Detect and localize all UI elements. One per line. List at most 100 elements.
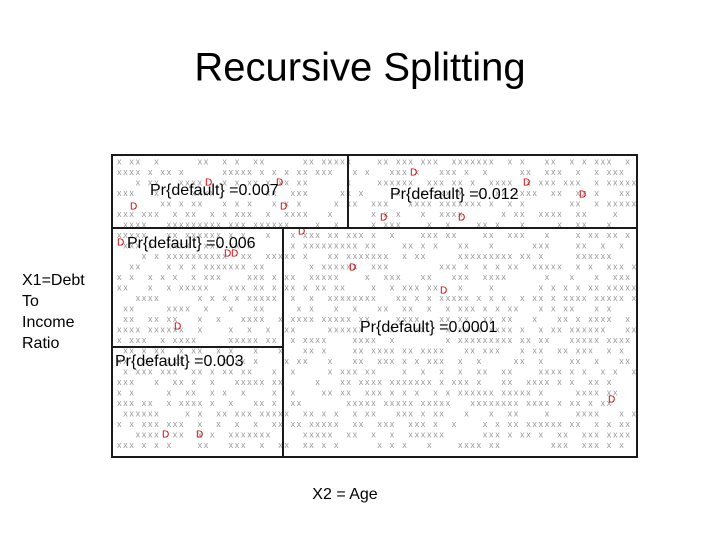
marker-x: x: [191, 345, 196, 355]
marker-x: x: [334, 293, 339, 303]
marker-x: x: [551, 303, 556, 313]
marker-x: x: [154, 429, 159, 439]
marker-x: x: [154, 156, 159, 166]
marker-x: x: [427, 429, 432, 439]
marker-x: x: [576, 282, 581, 292]
marker-x: x: [222, 156, 227, 166]
marker-x: x: [167, 398, 172, 408]
marker-x: x: [508, 324, 513, 334]
marker-x: x: [601, 324, 606, 334]
marker-x: x: [489, 408, 494, 418]
marker-x: x: [384, 303, 389, 313]
marker-x: x: [495, 188, 500, 198]
marker-x: x: [408, 198, 413, 208]
marker-x: x: [539, 419, 544, 429]
marker-x: x: [470, 440, 475, 450]
marker-x: x: [495, 429, 500, 439]
marker-x: x: [142, 429, 147, 439]
marker-x: x: [371, 209, 376, 219]
marker-x: x: [148, 324, 153, 334]
marker-x: x: [607, 398, 612, 408]
marker-x: x: [402, 387, 407, 397]
marker-x: x: [501, 335, 506, 345]
marker-x: x: [570, 303, 575, 313]
marker-x: x: [179, 261, 184, 271]
marker-x: x: [371, 345, 376, 355]
marker-x: x: [495, 345, 500, 355]
marker-x: x: [557, 398, 562, 408]
marker-x: x: [229, 345, 234, 355]
marker-x: x: [421, 408, 426, 418]
marker-x: x: [477, 156, 482, 166]
marker-x: x: [427, 303, 432, 313]
marker-x: x: [284, 356, 289, 366]
marker-x: x: [129, 324, 134, 334]
marker-x: x: [384, 177, 389, 187]
marker-x: x: [167, 324, 172, 334]
marker-x: x: [588, 261, 593, 271]
marker-x: x: [198, 366, 203, 376]
marker-x: x: [253, 156, 258, 166]
marker-x: x: [154, 440, 159, 450]
marker-x: x: [588, 335, 593, 345]
marker-x: x: [204, 219, 209, 229]
marker-x: x: [247, 324, 252, 334]
marker-x: x: [204, 440, 209, 450]
marker-x: x: [402, 377, 407, 387]
marker-x: x: [334, 198, 339, 208]
marker-x: x: [408, 398, 413, 408]
marker-x: x: [229, 230, 234, 240]
marker-x: x: [179, 356, 184, 366]
marker-x: x: [173, 324, 178, 334]
marker-x: x: [427, 356, 432, 366]
marker-x: x: [557, 314, 562, 324]
marker-x: x: [198, 293, 203, 303]
marker-x: x: [371, 377, 376, 387]
marker-x: x: [365, 167, 370, 177]
marker-x: x: [489, 387, 494, 397]
marker-x: x: [607, 261, 612, 271]
marker-x: x: [328, 324, 333, 334]
marker-x: x: [142, 230, 147, 240]
marker-x: x: [148, 366, 153, 376]
marker-x: x: [353, 345, 358, 355]
marker-x: x: [408, 377, 413, 387]
marker-x: x: [377, 303, 382, 313]
marker-x: x: [607, 293, 612, 303]
marker-x: x: [266, 188, 271, 198]
marker-x: x: [601, 398, 606, 408]
marker-x: x: [625, 429, 630, 439]
marker-x: x: [303, 314, 308, 324]
marker-x: x: [322, 314, 327, 324]
marker-x: x: [154, 209, 159, 219]
marker-x: x: [179, 167, 184, 177]
marker-x: x: [129, 398, 134, 408]
marker-x: x: [198, 324, 203, 334]
marker-x: x: [353, 356, 358, 366]
marker-x: x: [446, 219, 451, 229]
marker-x: x: [154, 408, 159, 418]
marker-default: D: [276, 178, 283, 189]
marker-x: x: [415, 429, 420, 439]
marker-x: x: [117, 272, 122, 282]
marker-x: x: [334, 156, 339, 166]
marker-x: x: [483, 345, 488, 355]
marker-x: x: [253, 419, 258, 429]
marker-x: x: [123, 408, 128, 418]
marker-x: x: [384, 219, 389, 229]
marker-x: x: [439, 429, 444, 439]
marker-x: x: [433, 387, 438, 397]
marker-x: x: [129, 408, 134, 418]
marker-x: x: [489, 282, 494, 292]
marker-x: x: [148, 429, 153, 439]
marker-x: x: [483, 429, 488, 439]
marker-x: x: [284, 408, 289, 418]
marker-x: x: [191, 219, 196, 229]
x-axis-label: X2 = Age: [312, 486, 377, 503]
marker-default: D: [130, 202, 137, 213]
marker-x: x: [377, 440, 382, 450]
marker-x: x: [235, 177, 240, 187]
marker-x: x: [520, 188, 525, 198]
marker-x: x: [514, 398, 519, 408]
marker-x: x: [346, 240, 351, 250]
